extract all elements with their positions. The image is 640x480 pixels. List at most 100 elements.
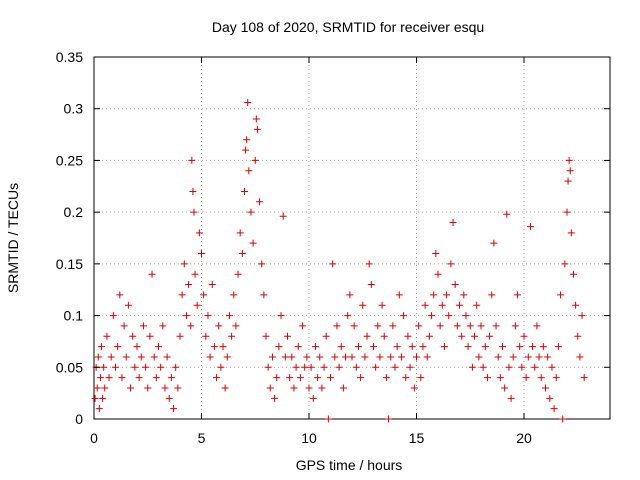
data-point	[357, 374, 365, 382]
data-point	[419, 343, 427, 351]
data-point	[475, 353, 483, 361]
data-point	[522, 374, 530, 382]
data-point	[451, 281, 459, 289]
data-point	[133, 343, 141, 351]
data-point	[279, 212, 287, 220]
data-point	[578, 312, 586, 320]
data-point	[190, 208, 198, 216]
data-point	[327, 374, 334, 382]
data-point	[165, 394, 173, 402]
data-point	[109, 312, 117, 320]
data-point	[116, 291, 124, 299]
data-point	[159, 322, 167, 330]
data-point	[443, 291, 451, 299]
data-point	[311, 343, 319, 351]
data-point	[350, 322, 358, 330]
data-point	[91, 394, 99, 402]
data-point	[417, 374, 425, 382]
data-point	[271, 394, 279, 402]
data-point	[307, 363, 315, 371]
data-point	[382, 374, 390, 382]
data-point	[223, 353, 231, 361]
data-point	[501, 384, 509, 392]
data-point	[299, 322, 307, 330]
data-point	[395, 291, 403, 299]
data-point	[490, 239, 498, 247]
data-point	[200, 291, 208, 299]
data-point	[533, 322, 541, 330]
data-point	[363, 332, 371, 340]
data-point	[204, 312, 212, 320]
data-point	[146, 332, 154, 340]
data-point	[244, 99, 252, 107]
data-point	[486, 332, 494, 340]
data-point	[284, 332, 291, 340]
data-point	[225, 312, 233, 320]
data-point	[438, 301, 446, 309]
data-point	[542, 384, 549, 392]
data-point	[252, 115, 260, 123]
data-point	[290, 384, 298, 392]
data-point	[550, 405, 558, 413]
data-point	[370, 343, 377, 351]
data-point	[99, 394, 107, 402]
data-point	[445, 312, 453, 320]
data-point	[483, 374, 491, 382]
data-point	[251, 156, 259, 164]
data-point	[281, 353, 289, 361]
data-point	[503, 210, 511, 218]
grid-lines	[94, 57, 610, 419]
data-point	[359, 301, 367, 309]
data-point	[210, 343, 218, 351]
data-points	[91, 99, 588, 423]
data-point	[213, 374, 221, 382]
data-point	[301, 363, 309, 371]
data-point	[569, 270, 577, 278]
data-point	[385, 415, 393, 423]
data-point	[464, 343, 472, 351]
data-point	[572, 301, 580, 309]
data-point	[408, 343, 416, 351]
data-point	[468, 363, 476, 371]
data-point	[376, 353, 384, 361]
data-point	[144, 384, 152, 392]
data-point	[580, 374, 588, 382]
data-point	[314, 374, 322, 382]
data-point	[187, 322, 195, 330]
data-point	[367, 281, 375, 289]
data-point	[361, 353, 369, 361]
data-point	[262, 332, 270, 340]
data-point	[421, 301, 429, 309]
data-point	[245, 167, 253, 175]
x-tick-label: 10	[301, 430, 317, 446]
data-point	[206, 353, 214, 361]
data-point	[305, 384, 313, 392]
data-point	[303, 353, 311, 361]
data-point	[471, 332, 479, 340]
data-point	[520, 332, 528, 340]
data-point	[174, 384, 182, 392]
data-point	[514, 291, 522, 299]
data-point	[135, 374, 143, 382]
data-point	[170, 405, 178, 413]
data-point	[428, 312, 436, 320]
data-point	[400, 312, 408, 320]
data-point	[333, 322, 341, 330]
data-point	[537, 374, 545, 382]
data-point	[253, 125, 261, 133]
data-point	[95, 405, 103, 413]
data-point	[337, 343, 345, 351]
data-point	[436, 322, 444, 330]
data-point	[499, 343, 506, 351]
data-point	[348, 353, 356, 361]
data-point	[93, 384, 101, 392]
data-point	[155, 343, 162, 351]
data-point	[339, 384, 347, 392]
data-point	[247, 208, 255, 216]
data-point	[122, 353, 130, 361]
data-point	[163, 353, 171, 361]
data-point	[344, 312, 352, 320]
data-point	[440, 343, 448, 351]
data-point	[176, 332, 184, 340]
